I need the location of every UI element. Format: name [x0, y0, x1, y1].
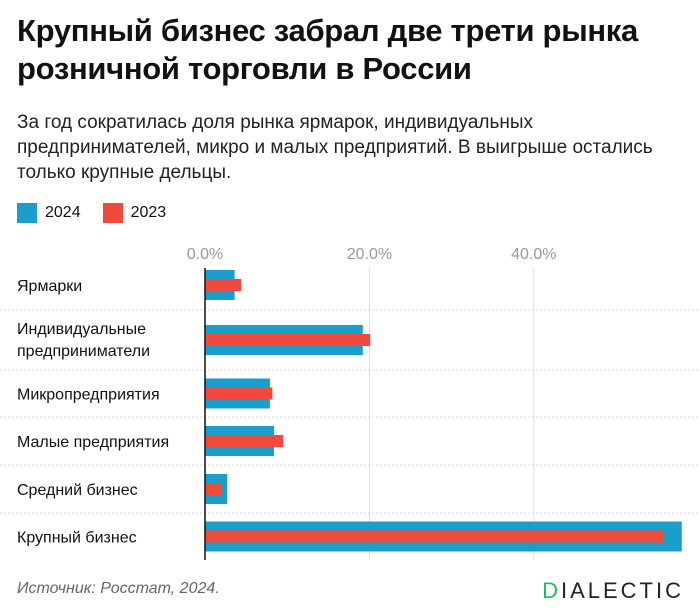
category-label: Крупный бизнес [17, 530, 137, 547]
legend-swatch-2024 [17, 203, 37, 223]
bar-2023 [205, 387, 273, 400]
legend-label-2023: 2023 [130, 204, 167, 221]
bar-2023 [205, 435, 284, 447]
legend-label-2024: 2024 [45, 204, 81, 221]
legend-swatch-2023 [102, 203, 123, 223]
category-label: Микропредприятия [17, 387, 160, 404]
bar-2023 [205, 334, 371, 346]
bar-2023 [205, 483, 222, 495]
chart-title: Крупный бизнес забрал две трети рынка ро… [17, 13, 638, 86]
legend-item-2023: 2023 [102, 203, 167, 223]
bar-2023 [205, 279, 242, 291]
category-label: Ярмарки [17, 278, 82, 295]
legend: 2024 2023 [17, 203, 166, 223]
source-note: Источник: Росстат, 2024. [17, 580, 220, 597]
legend-item-2024: 2024 [17, 203, 81, 223]
x-tick-label: 0.0% [187, 246, 223, 263]
x-tick-label: 40.0% [511, 246, 556, 263]
category-label: Средний бизнес [17, 482, 138, 499]
chart-subtitle: За год сократилась доля рынка ярмарок, и… [17, 112, 653, 183]
category-label: Малые предприятия [17, 434, 169, 451]
category-label: Индивидуальные предприниматели [17, 321, 150, 360]
dialectic-logo: DIALECTIC [542, 578, 684, 603]
x-tick-label: 20.0% [347, 246, 392, 263]
bar-2023 [205, 530, 664, 543]
